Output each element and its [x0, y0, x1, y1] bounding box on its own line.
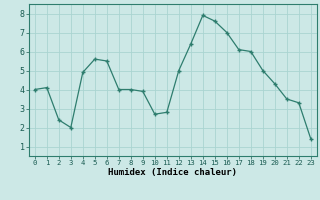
X-axis label: Humidex (Indice chaleur): Humidex (Indice chaleur) [108, 168, 237, 177]
